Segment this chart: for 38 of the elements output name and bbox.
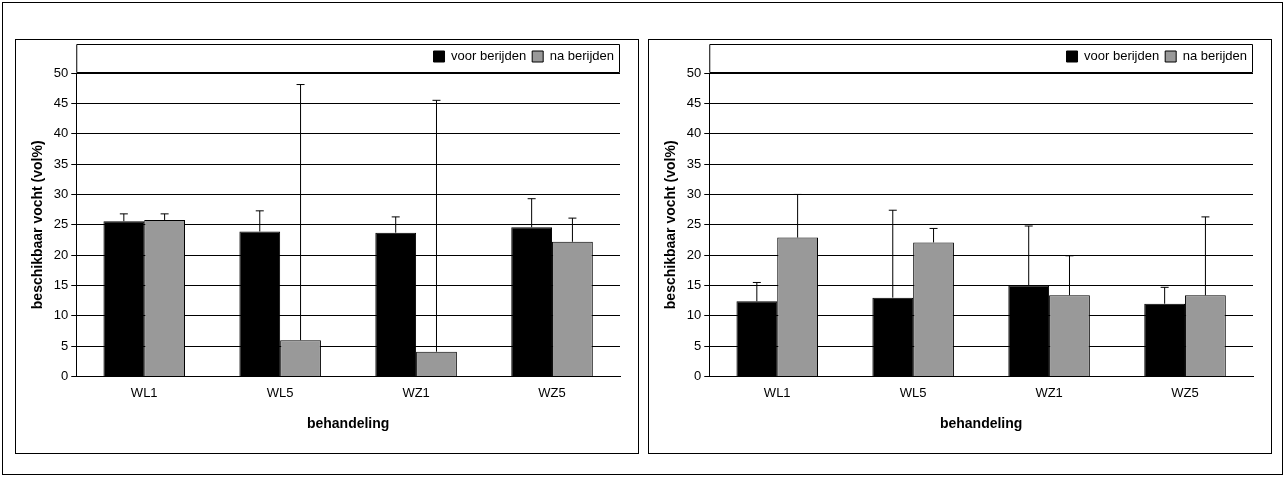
y-tick-label: 40 <box>686 125 702 141</box>
y-tick-label: 45 <box>53 94 69 110</box>
x-tick-label: WL5 <box>899 384 927 400</box>
y-tick-label: 30 <box>686 186 702 202</box>
x-tick-label: WZ5 <box>1171 384 1199 400</box>
legend-label: voor berijden <box>1084 48 1160 64</box>
legend-label: na berijden <box>549 48 614 64</box>
y-tick-label: 15 <box>53 277 69 293</box>
x-axis-title: behandeling <box>939 415 1023 432</box>
y-tick-label: 10 <box>686 307 702 323</box>
y-tick-label: 0 <box>61 368 69 384</box>
y-tick-label: 5 <box>694 337 702 353</box>
y-tick-label: 0 <box>694 368 702 384</box>
y-tick-label: 15 <box>686 277 702 293</box>
y-tick-label: 30 <box>53 186 69 202</box>
y-tick-label: 50 <box>686 64 702 80</box>
y-tick-label: 25 <box>686 216 702 232</box>
y-tick-label: 25 <box>53 216 69 232</box>
y-tick-label: 10 <box>53 307 69 323</box>
y-tick-label: 20 <box>53 246 69 262</box>
y-tick-label: 35 <box>53 155 69 171</box>
x-tick-label: WZ1 <box>1035 384 1063 400</box>
x-tick-label: WZ5 <box>538 384 566 400</box>
legend-label: na berijden <box>1182 48 1247 64</box>
x-tick-label: WL5 <box>266 384 294 400</box>
y-axis-title: beschikbaar vocht (vol%) <box>662 140 679 310</box>
x-tick-label: WL1 <box>130 384 158 400</box>
y-tick-label: 20 <box>686 246 702 262</box>
y-tick-label: 45 <box>686 94 702 110</box>
y-axis-title: beschikbaar vocht (vol%) <box>29 140 46 310</box>
y-tick-label: 5 <box>61 337 69 353</box>
x-tick-label: WL1 <box>763 384 791 400</box>
y-tick-label: 50 <box>53 64 69 80</box>
x-tick-label: WZ1 <box>402 384 430 400</box>
x-axis-title: behandeling <box>306 415 390 432</box>
y-tick-label: 40 <box>53 125 69 141</box>
legend-label: voor berijden <box>451 48 527 64</box>
y-tick-label: 35 <box>686 155 702 171</box>
